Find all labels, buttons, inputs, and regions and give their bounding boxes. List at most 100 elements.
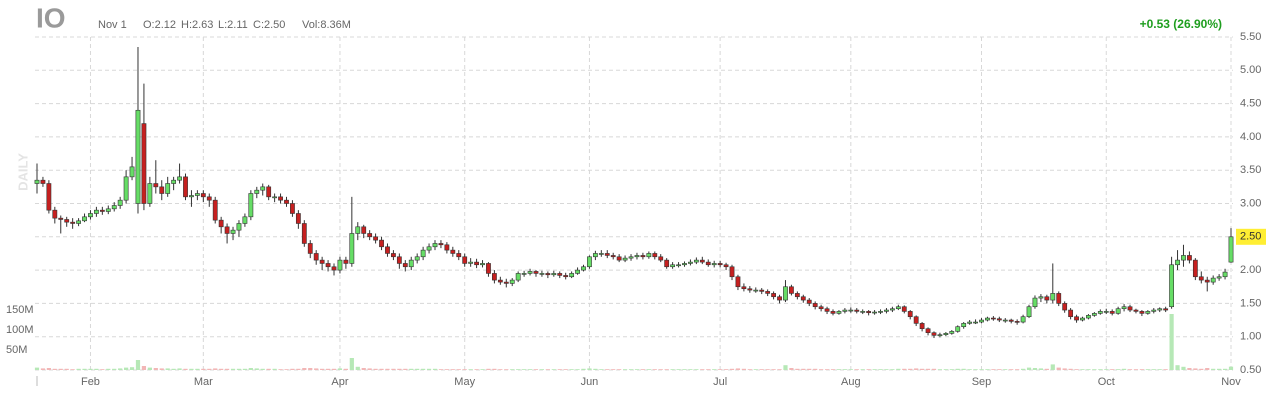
volume-bar <box>819 369 824 370</box>
volume-bar <box>991 369 996 370</box>
candle-body <box>1086 315 1091 319</box>
volume-bar <box>694 369 699 370</box>
y-tick-label: 0.50 <box>1240 364 1261 376</box>
candle-body <box>777 296 782 301</box>
candle-body <box>206 196 212 201</box>
volume-bar <box>1163 369 1168 370</box>
volume-bar <box>195 368 200 370</box>
volume-bar <box>1068 368 1073 370</box>
volume-bar <box>617 369 622 370</box>
candle-body <box>1163 308 1169 311</box>
volume-bar <box>219 368 224 370</box>
candle-body <box>509 279 515 284</box>
candle-body <box>848 309 854 312</box>
candle-body <box>996 318 1002 321</box>
candle-body <box>551 273 557 276</box>
volume-bar <box>682 369 687 370</box>
candle-body <box>527 271 533 274</box>
candle-body <box>337 259 343 271</box>
volume-bar <box>593 368 598 370</box>
volume-bar <box>783 365 788 370</box>
volume-bar <box>1127 369 1133 370</box>
candle-body <box>70 221 76 224</box>
volume-bar <box>735 368 741 370</box>
volume-bar <box>34 367 40 370</box>
candle-body <box>1008 319 1014 322</box>
volume-bar <box>230 368 236 370</box>
candle-body <box>890 308 895 311</box>
candle-body <box>985 317 990 321</box>
volume-bar <box>88 368 93 370</box>
volume-bar <box>747 369 752 370</box>
volume-bar <box>314 368 319 370</box>
candle-body <box>462 256 468 264</box>
candle-body <box>1080 317 1085 321</box>
candle-body <box>254 189 260 194</box>
volume-bar <box>409 368 414 370</box>
candle-body <box>1127 306 1133 311</box>
candle-body <box>1145 311 1151 314</box>
candle-body <box>587 256 592 268</box>
volume-bar <box>1217 368 1222 370</box>
last-price-label: 2.50 <box>1240 231 1261 243</box>
candle-body <box>343 259 349 264</box>
candle-body <box>177 176 182 181</box>
candle-body <box>111 205 117 210</box>
candle-body <box>361 226 367 234</box>
candle-body <box>1139 311 1145 314</box>
volume-bar <box>1199 368 1204 370</box>
volume-bar <box>1145 369 1150 370</box>
volume-bar <box>421 368 426 370</box>
candle-body <box>1074 316 1079 321</box>
x-tick-label: May <box>454 376 475 388</box>
candle-body <box>319 259 325 264</box>
volume-bar <box>367 368 372 370</box>
candle-body <box>860 311 866 313</box>
candle-body <box>741 286 747 290</box>
volume-bar <box>1080 369 1085 370</box>
volume-bar <box>575 369 580 370</box>
candle-body <box>901 306 907 312</box>
volume-bar <box>878 369 883 370</box>
candle-body <box>1216 276 1222 279</box>
volume-bar <box>718 369 723 370</box>
volume-bar <box>1169 314 1174 370</box>
candle-body <box>135 109 141 204</box>
candle-body <box>794 293 800 298</box>
candle-body <box>402 263 408 268</box>
volume-tick-label: 150M <box>6 304 34 316</box>
volume-bar <box>771 369 776 370</box>
candle-body <box>236 223 242 231</box>
candle-body <box>313 253 319 261</box>
volume-bar <box>224 368 230 370</box>
high-label: H:2.63 <box>181 19 213 31</box>
candle-body <box>682 263 687 266</box>
candle-body <box>1103 311 1109 313</box>
candle-body <box>266 186 272 198</box>
candle-body <box>913 316 919 324</box>
volume-bar <box>325 368 331 370</box>
volume-bar <box>824 369 830 370</box>
volume-bar <box>848 369 853 370</box>
volume-bar <box>159 368 164 370</box>
volume-bar <box>949 369 954 370</box>
candle-body <box>818 306 824 310</box>
candle-body <box>355 226 361 234</box>
volume-bar <box>1032 368 1038 370</box>
candle-body <box>878 311 883 313</box>
candle-body <box>973 321 978 324</box>
volume-bar <box>337 368 343 370</box>
volume-bar <box>1211 368 1216 370</box>
volume-label: Vol:8.36M <box>302 19 351 31</box>
candle-body <box>480 263 485 266</box>
candle-body <box>836 311 842 314</box>
volume-bar <box>1205 368 1210 370</box>
candle-body <box>842 309 848 312</box>
candle-body <box>806 299 812 304</box>
candle-body <box>492 273 497 281</box>
candle-body <box>717 263 723 266</box>
candle-body <box>705 261 711 266</box>
volume-bar <box>866 369 871 370</box>
x-tick-label: Aug <box>841 376 861 388</box>
